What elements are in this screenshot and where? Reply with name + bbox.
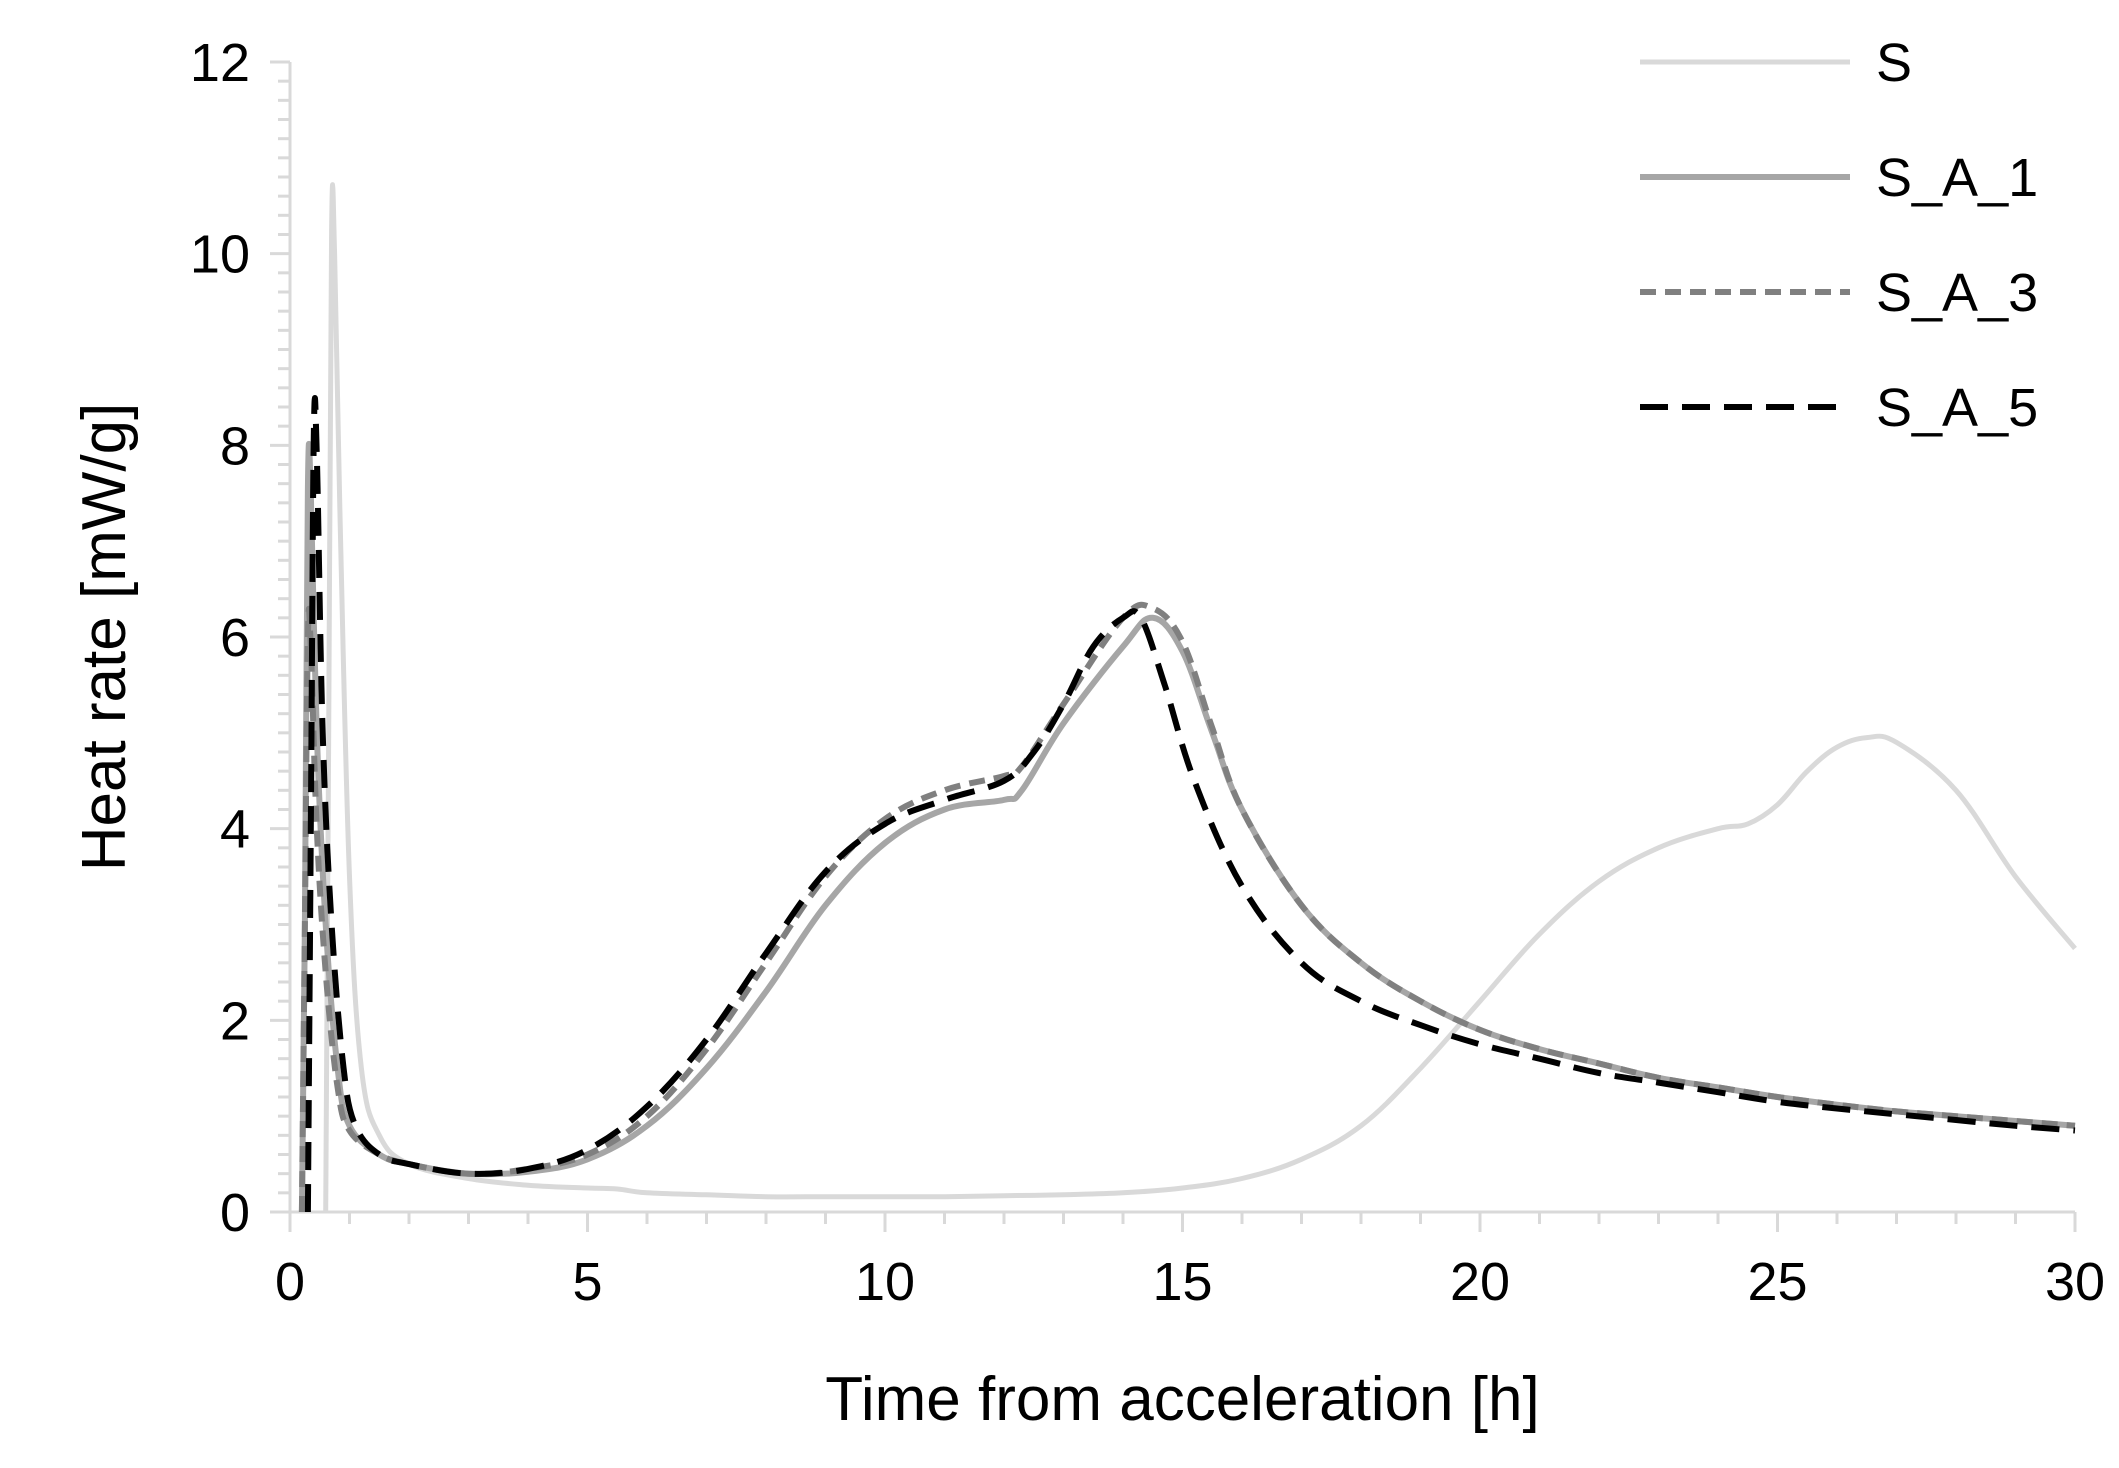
x-tick-label: 10 xyxy=(855,1252,915,1312)
y-tick-label: 12 xyxy=(190,33,250,93)
x-tick-label: 5 xyxy=(572,1252,602,1312)
series-line-s-a-3 xyxy=(298,601,2076,1213)
x-tick-label: 0 xyxy=(275,1252,305,1312)
y-tick-label: 4 xyxy=(220,800,250,860)
x-axis-title: Time from acceleration [h] xyxy=(825,1365,1539,1434)
x-tick-label: 15 xyxy=(1152,1252,1212,1312)
series-line-s-a-1 xyxy=(298,441,2076,1213)
y-tick-label: 8 xyxy=(220,416,250,476)
y-tick-label: 0 xyxy=(220,1183,250,1243)
y-tick-label: 6 xyxy=(220,608,250,668)
legend-label-s-a-3: S_A_3 xyxy=(1876,263,2038,323)
y-axis-title: Heat rate [mW/g] xyxy=(70,403,139,872)
y-tick-label: 10 xyxy=(190,225,250,285)
series-line-s-a-5 xyxy=(304,395,2076,1213)
legend-label-s: S xyxy=(1876,33,1912,93)
x-tick-label: 30 xyxy=(2045,1252,2105,1312)
series-line-s xyxy=(323,182,2077,1213)
x-tick-label: 20 xyxy=(1450,1252,1510,1312)
legend: S S_A_1 S_A_3 S_A_5 xyxy=(1640,33,2038,438)
y-tick-label: 2 xyxy=(220,991,250,1051)
axes-group: 0 5 10 15 20 25 30 0 2 4 6 8 10 12 xyxy=(190,33,2105,1312)
x-tick-label: 25 xyxy=(1747,1252,1807,1312)
legend-label-s-a-1: S_A_1 xyxy=(1876,148,2038,208)
legend-label-s-a-5: S_A_5 xyxy=(1876,378,2038,438)
series-group xyxy=(298,182,2077,1213)
labels-group: Time from acceleration [h] Heat rate [mW… xyxy=(70,403,1540,1434)
